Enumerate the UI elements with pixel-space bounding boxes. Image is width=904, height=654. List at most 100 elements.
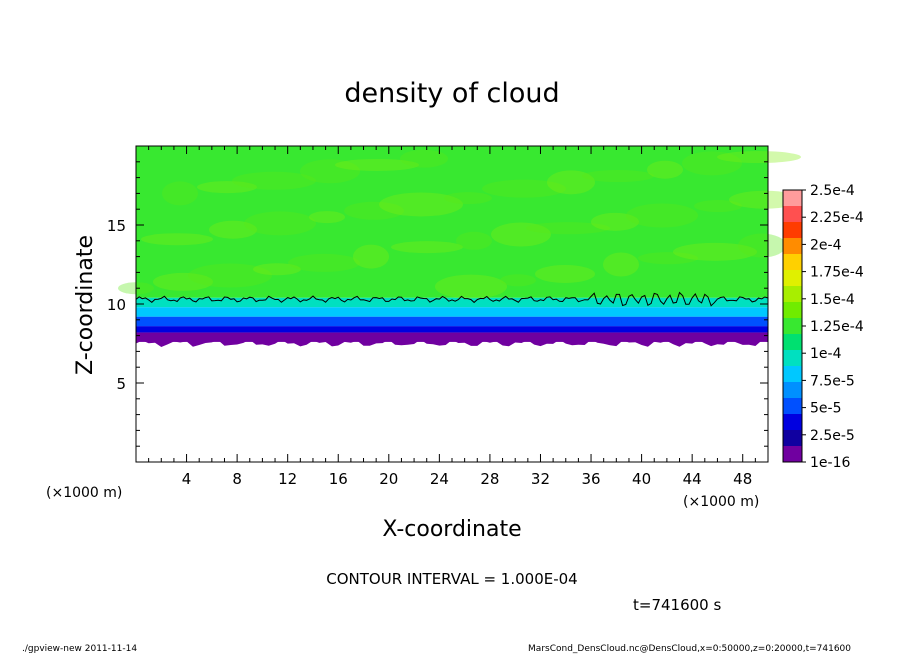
texture-blob	[435, 274, 507, 299]
colorbar-swatch	[783, 382, 802, 399]
colorbar-swatch	[783, 190, 802, 207]
colorbar-swatch	[783, 430, 802, 447]
texture-blob	[444, 192, 492, 205]
texture-blob	[526, 222, 610, 235]
texture-blob	[188, 263, 272, 288]
texture-blob	[717, 151, 801, 164]
colorbar-swatch	[783, 398, 802, 415]
chart-title: density of cloud	[344, 78, 559, 109]
texture-blob	[738, 233, 786, 258]
plot-area	[118, 145, 801, 463]
colorbar-label: 7.5e-5	[810, 373, 855, 389]
texture-blob	[309, 211, 345, 224]
colorbar-label: 2.5e-4	[810, 183, 855, 199]
texture-blob	[300, 159, 360, 184]
texture-blob	[673, 242, 757, 261]
y-tick-label: 15	[107, 217, 126, 235]
colorbar-swatch	[783, 318, 802, 335]
texture-blob	[535, 264, 595, 283]
colorbar-swatch	[783, 350, 802, 367]
texture-blob	[482, 179, 566, 198]
x-tick-label: 28	[480, 470, 499, 488]
x-tick-label: 12	[278, 470, 297, 488]
colorbar-label: 1e-16	[810, 455, 850, 471]
y-axis-label: Z-coordinate	[73, 235, 98, 375]
texture-blob	[603, 252, 639, 277]
texture-blob	[353, 244, 389, 269]
texture-blob	[547, 170, 595, 195]
footer-right: MarsCond_DensCloud.nc@DensCloud,x=0:5000…	[528, 644, 851, 654]
colorbar-swatch	[783, 222, 802, 239]
time-label: t=741600 s	[633, 596, 721, 614]
texture-blob	[491, 222, 551, 247]
texture-blob	[232, 171, 316, 190]
colorbar-label: 1.75e-4	[810, 265, 864, 281]
colorbar-label: 1e-4	[810, 346, 842, 362]
colorbar-swatch	[783, 302, 802, 319]
field-layer-6	[136, 146, 768, 298]
colorbar-label: 1.25e-4	[810, 319, 864, 335]
colorbar: 2.5e-4 2.25e-4 2e-4 1.75e-4 1.5e-4 1.25e-4 1e-…	[782, 183, 864, 471]
colorbar-swatch	[783, 366, 802, 383]
texture-blob	[153, 272, 213, 291]
x-tick-label: 20	[379, 470, 398, 488]
x-tick-label: 32	[531, 470, 550, 488]
field-layer-2	[136, 326, 768, 333]
contour-line	[135, 291, 769, 307]
texture-blob	[682, 151, 742, 176]
texture-blob	[638, 252, 698, 265]
texture-blob	[197, 181, 257, 194]
colorbar-swatch	[783, 270, 802, 287]
colorbar-swatch	[783, 414, 802, 431]
texture-blob	[400, 149, 448, 168]
texture-blob	[244, 211, 316, 236]
y-axis: 5 10 15	[107, 161, 768, 447]
texture-blob	[141, 233, 213, 246]
y-tick-label: 10	[107, 296, 126, 314]
texture-blob	[209, 220, 257, 239]
field-layer-5	[136, 297, 768, 308]
texture-blob	[253, 263, 301, 276]
texture-blob	[288, 253, 360, 272]
colorbar-swatch	[783, 446, 802, 463]
x-unit-label-right: (×1000 m)	[683, 494, 759, 510]
x-tick-label: 4	[182, 470, 192, 488]
texture-blob	[694, 200, 742, 213]
x-tick-label: 36	[581, 470, 600, 488]
x-tick-label: 40	[632, 470, 651, 488]
texture-blob	[379, 192, 463, 217]
x-tick-label: 24	[430, 470, 449, 488]
colorbar-label: 2e-4	[810, 237, 842, 253]
texture-blob	[344, 201, 404, 220]
texture-blob	[582, 170, 654, 183]
texture-blob	[591, 212, 639, 231]
x-axis: 4 8 12 16 20 24 28 32 36 40 44 48	[148, 146, 756, 488]
x-unit-label-left: (×1000 m)	[46, 485, 122, 501]
cloud-base-edge	[136, 337, 768, 347]
texture-blob	[456, 231, 492, 250]
texture-blob	[391, 241, 463, 254]
x-tick-label: 44	[683, 470, 702, 488]
colorbar-swatch	[783, 254, 802, 271]
x-tick-label: 8	[232, 470, 242, 488]
colorbar-swatch	[783, 206, 802, 223]
colorbar-label: 1.5e-4	[810, 292, 855, 308]
x-tick-label: 16	[329, 470, 348, 488]
x-tick-label: 48	[733, 470, 752, 488]
colorbar-label: 5e-5	[810, 401, 841, 417]
footer-left: ./gpview-new 2011-11-14	[22, 644, 137, 654]
texture-blob	[500, 274, 536, 287]
colorbar-label: 2.5e-5	[810, 428, 855, 444]
texture-blob	[626, 203, 698, 228]
texture-blob	[647, 160, 683, 179]
y-tick-label: 5	[116, 375, 126, 393]
field-layer-0	[136, 341, 768, 462]
texture-blob	[162, 181, 198, 206]
field-layer-4	[136, 307, 768, 317]
colorbar-swatch	[783, 238, 802, 255]
texture-blob	[335, 158, 419, 171]
colorbar-label: 2.25e-4	[810, 210, 864, 226]
colorbar-swatch	[783, 286, 802, 303]
colorbar-swatch	[783, 334, 802, 351]
